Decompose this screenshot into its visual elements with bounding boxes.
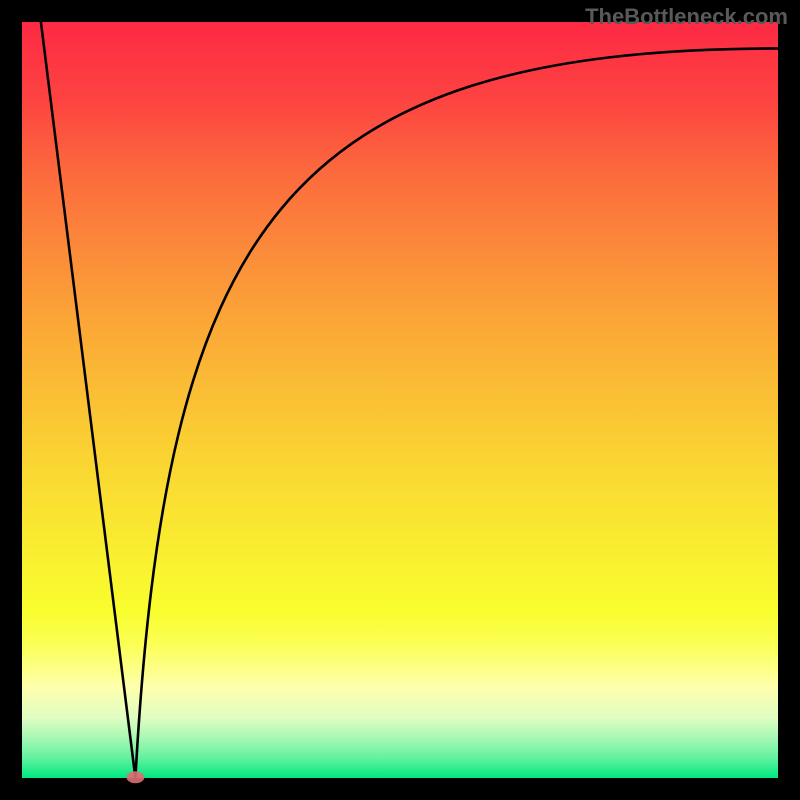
minimum-marker (126, 771, 144, 783)
chart-svg (0, 0, 800, 800)
curve-group (41, 22, 778, 783)
left-branch-line (41, 22, 135, 778)
right-branch-curve (135, 48, 778, 778)
chart-container: TheBottleneck.com (0, 0, 800, 800)
watermark-text: TheBottleneck.com (585, 4, 788, 30)
